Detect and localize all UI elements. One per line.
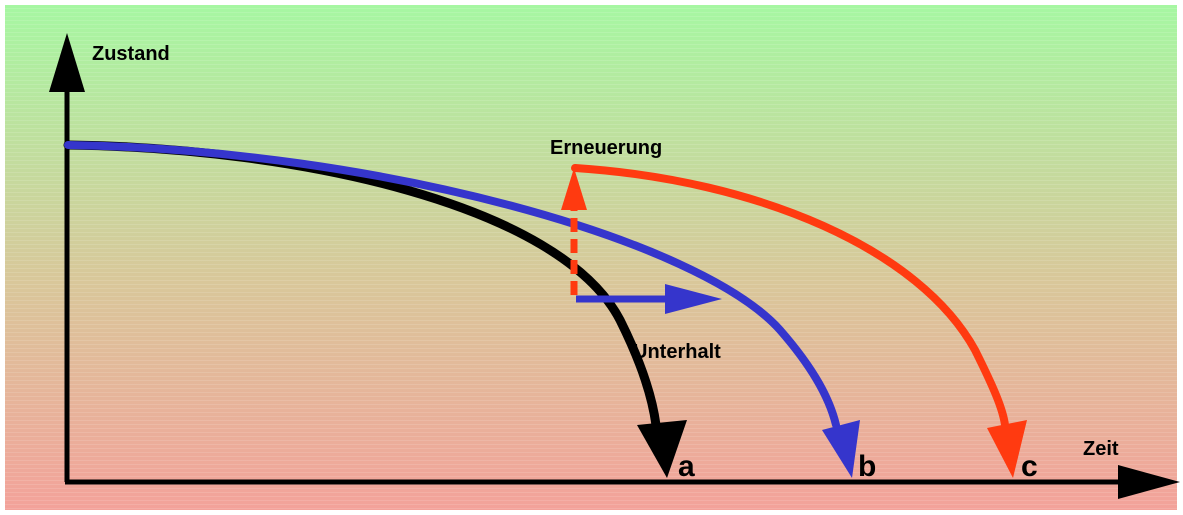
renewal-arrowhead — [561, 168, 587, 210]
x-axis-arrowhead — [1118, 465, 1180, 499]
maintenance-arrowhead — [665, 284, 722, 314]
curve-b — [64, 141, 840, 429]
curve-c-arrowhead — [987, 420, 1027, 478]
background-texture — [5, 5, 1177, 510]
curve-b-label: b — [858, 450, 876, 483]
curve-b-arrowhead — [822, 420, 860, 478]
renewal-label: Erneuerung — [550, 137, 662, 159]
curve-a-label: a — [678, 450, 695, 483]
maintenance-label: Unterhalt — [633, 341, 721, 363]
y-axis-label: Zustand — [92, 43, 170, 65]
x-axis-label: Zeit — [1083, 438, 1119, 460]
curve-c — [571, 164, 1009, 429]
y-axis-arrowhead — [49, 33, 85, 92]
curve-a-arrowhead — [637, 420, 687, 478]
curve-c-label: c — [1021, 450, 1038, 483]
